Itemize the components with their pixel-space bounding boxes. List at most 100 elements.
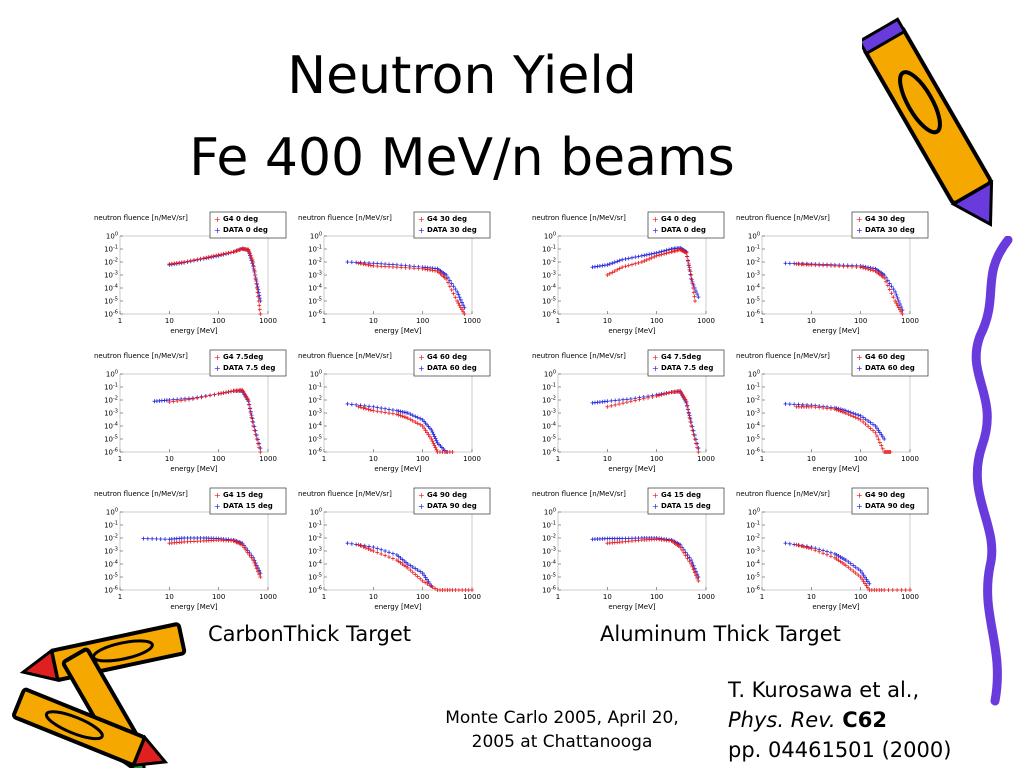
data-point xyxy=(179,398,184,403)
data-point xyxy=(367,404,372,409)
data-point xyxy=(861,579,866,584)
data-point xyxy=(688,269,693,274)
data-point xyxy=(691,290,696,295)
plot-frame xyxy=(119,373,269,453)
data-point xyxy=(387,411,392,416)
data-point xyxy=(689,424,694,428)
data-point xyxy=(828,406,833,411)
x-tick-label: 100 xyxy=(650,317,663,325)
y-tick-label: 10-2 xyxy=(104,258,118,267)
y-tick-label: 10-3 xyxy=(746,409,760,418)
data-point xyxy=(893,299,898,303)
y-tick-label: 10-1 xyxy=(308,245,322,254)
data-point xyxy=(447,284,452,289)
caption-aluminum: Aluminum Thick Target xyxy=(600,622,841,646)
data-point xyxy=(459,307,464,312)
y-tick-label: 10-3 xyxy=(104,271,118,280)
x-tick-label: 1000 xyxy=(259,455,277,463)
y-axis-label: neutron fluence [n/MeV/sr] xyxy=(94,490,188,498)
data-point xyxy=(366,407,371,412)
data-point xyxy=(371,408,376,413)
y-tick-label: 10-1 xyxy=(104,383,118,392)
y-tick-label: 10-6 xyxy=(104,586,118,595)
data-point xyxy=(387,264,392,269)
data-point xyxy=(908,588,912,592)
data-point xyxy=(255,569,260,574)
chart-svg: neutron fluence [n/MeV/sr] energy [MeV] 10… xyxy=(298,487,491,611)
data-point xyxy=(783,261,788,266)
x-tick-label: 1000 xyxy=(901,593,919,601)
data-point xyxy=(654,394,659,399)
data-point xyxy=(383,264,388,269)
data-point xyxy=(257,303,262,308)
data-point xyxy=(856,567,861,572)
x-axis-label: energy [MeV] xyxy=(608,465,655,473)
data-point xyxy=(825,263,830,268)
legend-marker: + xyxy=(652,226,659,235)
data-point xyxy=(605,399,610,404)
data-point xyxy=(866,418,871,423)
data-point xyxy=(214,253,219,258)
data-point xyxy=(453,287,458,292)
data-point xyxy=(805,261,810,266)
y-tick-label: 10-1 xyxy=(308,521,322,530)
data-point xyxy=(612,269,617,274)
data-point xyxy=(846,559,851,564)
data-point xyxy=(415,415,420,420)
data-point xyxy=(422,426,427,431)
data-point xyxy=(247,251,252,256)
data-point xyxy=(652,254,657,259)
data-point xyxy=(879,443,884,448)
data-point xyxy=(204,255,209,260)
y-tick-label: 10-5 xyxy=(308,435,322,444)
data-point xyxy=(428,583,433,588)
data-point xyxy=(646,395,651,400)
data-point xyxy=(863,422,868,427)
data-point xyxy=(163,537,168,542)
data-point xyxy=(664,391,669,396)
y-axis-label: neutron fluence [n/MeV/sr] xyxy=(736,214,830,222)
chart-svg: neutron fluence [n/MeV/sr] energy [MeV] 10… xyxy=(298,349,491,473)
data-point xyxy=(192,258,196,263)
legend-entry: G4 60 deg xyxy=(427,353,467,361)
data-point xyxy=(650,394,655,399)
legend-marker: + xyxy=(652,364,659,373)
data-point xyxy=(446,280,451,285)
data-point xyxy=(253,277,258,282)
chart-panel: neutron fluence [n/MeV/sr] energy [MeV] 10… xyxy=(296,486,492,614)
data-point xyxy=(693,299,698,303)
data-point xyxy=(841,264,846,269)
data-point xyxy=(657,253,662,258)
legend-entry: DATA 90 deg xyxy=(427,502,477,510)
y-tick-label: 10-3 xyxy=(104,409,118,418)
data-point xyxy=(667,390,672,395)
data-point xyxy=(809,546,814,551)
data-point xyxy=(692,570,697,575)
y-axis-label: neutron fluence [n/MeV/sr] xyxy=(736,490,830,498)
data-point xyxy=(405,416,410,421)
x-axis-label: energy [MeV] xyxy=(170,465,217,473)
legend-marker: + xyxy=(652,353,659,362)
data-point xyxy=(208,393,213,398)
data-point xyxy=(858,413,863,418)
y-tick-label: 10-3 xyxy=(308,409,322,418)
data-point xyxy=(224,390,229,395)
data-point xyxy=(383,549,388,553)
x-axis-label: energy [MeV] xyxy=(608,603,655,611)
data-point xyxy=(451,291,456,296)
y-tick-label: 10-2 xyxy=(746,396,760,405)
plot-frame xyxy=(761,373,911,453)
data-point xyxy=(249,415,254,420)
y-tick-label: 10-1 xyxy=(746,521,760,530)
data-point xyxy=(221,390,226,395)
y-tick-label: 10-1 xyxy=(104,521,118,530)
data-point xyxy=(375,409,380,414)
data-point xyxy=(863,575,868,580)
x-tick-label: 100 xyxy=(854,317,867,325)
data-point xyxy=(848,561,853,566)
data-point xyxy=(858,575,863,579)
data-point xyxy=(462,312,467,316)
legend-marker: + xyxy=(214,353,221,362)
ref-authors: T. Kurosawa et al., xyxy=(728,678,920,702)
data-point xyxy=(899,588,904,592)
